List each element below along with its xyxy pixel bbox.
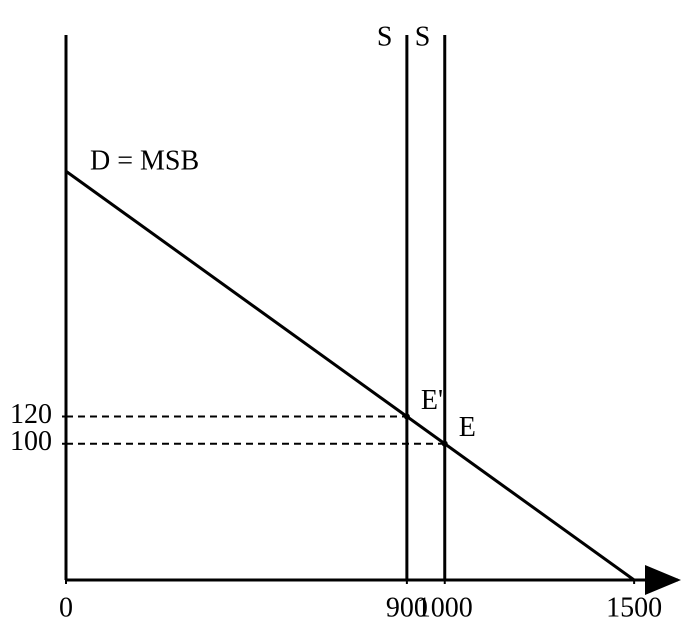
- series-label: D = MSB: [90, 146, 199, 177]
- x-tick-label: 900: [386, 592, 428, 623]
- x-tick-label: 1500: [606, 592, 662, 623]
- point-label: E': [421, 385, 443, 416]
- supply-label: S: [377, 21, 393, 52]
- supply-label: S: [415, 21, 431, 52]
- x-tick-label: 1000: [417, 592, 473, 623]
- y-tick-label: 120: [10, 399, 52, 430]
- demand-line: [65, 170, 636, 582]
- x-tick-label: 0: [59, 592, 73, 623]
- y-tick-label: 100: [10, 426, 52, 457]
- point-label: E: [459, 412, 476, 443]
